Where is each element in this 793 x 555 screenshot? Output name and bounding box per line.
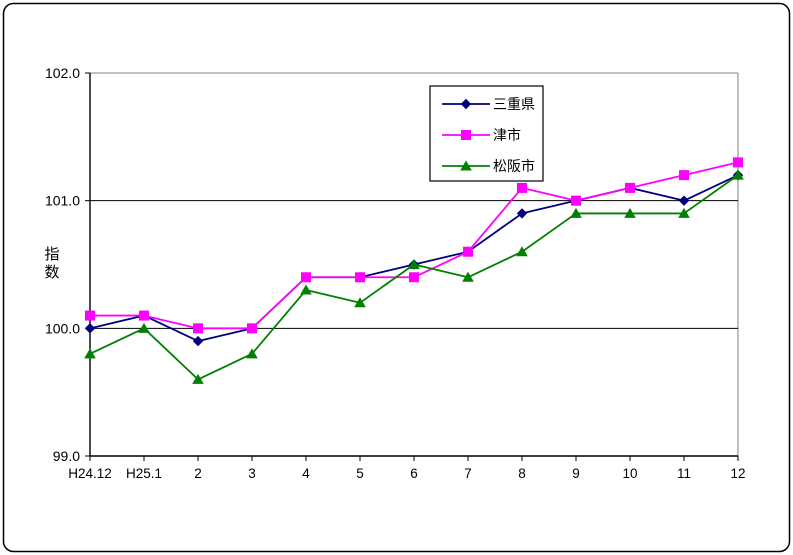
y-tick-label: 100.0 [45, 320, 80, 336]
y-tick-label: 99.0 [53, 448, 80, 464]
series-tsu-city [85, 157, 743, 334]
diamond-marker-icon [84, 323, 96, 334]
x-tick-label: H24.12 [68, 466, 112, 481]
legend-label-mie-prefecture: 三重県 [493, 96, 535, 112]
legend-item-tsu-city: 津市 [442, 127, 521, 143]
square-marker-icon [355, 272, 365, 283]
diamond-marker-icon [678, 195, 690, 206]
triangle-marker-icon [624, 207, 636, 218]
square-marker-icon [463, 246, 473, 257]
y-tick-label: 102.0 [45, 65, 80, 81]
square-marker-icon [679, 170, 689, 181]
triangle-marker-icon [192, 373, 204, 384]
square-marker-icon [625, 182, 635, 193]
x-tick-label: 5 [356, 466, 364, 481]
diamond-marker-icon [516, 208, 528, 219]
square-marker-icon [409, 272, 419, 283]
triangle-marker-icon [732, 169, 744, 180]
square-marker-icon [247, 323, 257, 334]
square-marker-icon [517, 182, 527, 193]
legend-triangle-icon [460, 160, 472, 171]
x-tick-label: 3 [248, 466, 256, 481]
triangle-marker-icon [138, 322, 150, 333]
triangle-marker-icon [300, 284, 312, 295]
x-tick-label: 8 [518, 466, 526, 481]
diamond-marker-icon [192, 335, 204, 347]
legend-diamond-icon [460, 98, 472, 110]
x-tick-label: H25.1 [126, 466, 162, 481]
x-tick-label: 11 [677, 466, 691, 481]
x-tick-label: 7 [464, 466, 472, 481]
triangle-marker-icon [408, 259, 420, 269]
x-tick-label: 2 [194, 466, 202, 481]
square-marker-icon [301, 272, 311, 283]
legend-label-matsusaka-city: 松阪市 [493, 158, 535, 174]
y-axis-title: 指数 [44, 246, 59, 281]
square-marker-icon [733, 157, 743, 168]
triangle-marker-icon [462, 271, 474, 282]
square-marker-icon [139, 310, 149, 321]
x-tick-label: 12 [730, 466, 745, 481]
x-tick-label: 6 [410, 466, 418, 481]
legend-item-matsusaka-city: 松阪市 [442, 158, 535, 174]
series-matsusaka-city [84, 169, 744, 384]
x-tick-label: 10 [622, 466, 637, 481]
triangle-marker-icon [516, 246, 528, 257]
legend-item-mie-prefecture: 三重県 [442, 96, 535, 112]
legend-square-icon [461, 130, 471, 140]
triangle-marker-icon [678, 207, 690, 218]
square-marker-icon [193, 323, 203, 334]
triangle-marker-icon [354, 297, 366, 308]
square-marker-icon [85, 310, 95, 321]
x-tick-label: 9 [572, 466, 580, 481]
y-tick-label: 101.0 [45, 193, 80, 209]
x-tick-label: 4 [302, 466, 310, 481]
triangle-marker-icon [570, 207, 582, 218]
square-marker-icon [571, 195, 581, 206]
triangle-marker-icon [84, 348, 96, 359]
triangle-marker-icon [246, 348, 258, 359]
legend-label-tsu-city: 津市 [493, 127, 521, 143]
